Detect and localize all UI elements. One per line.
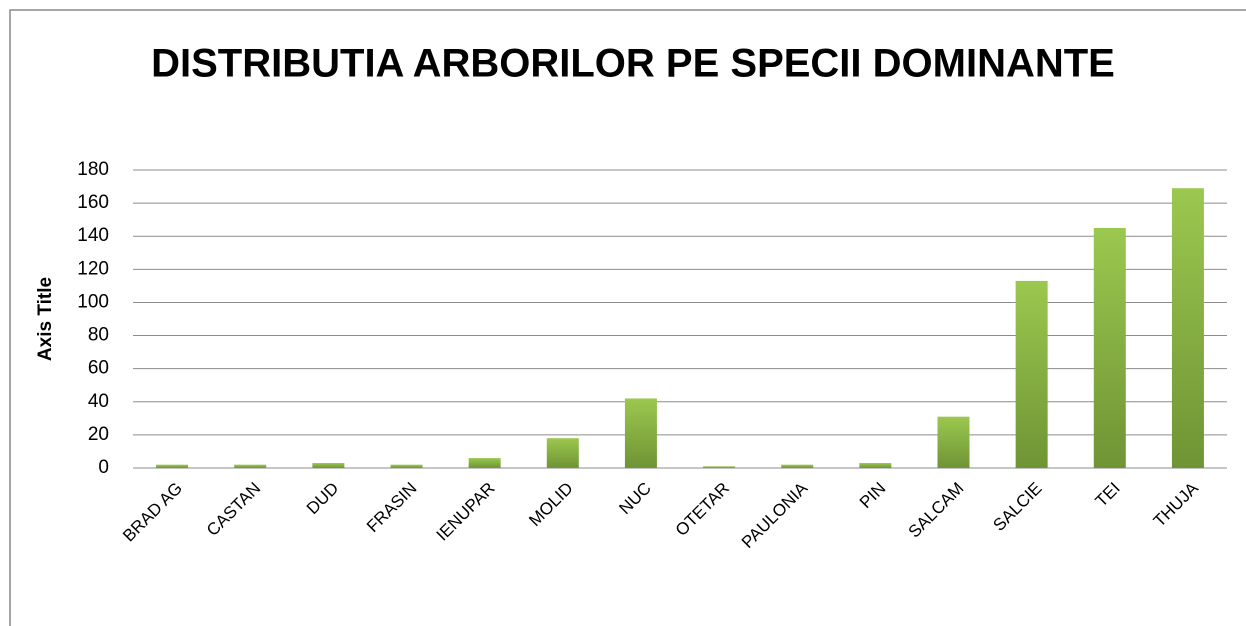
y-tick-label: 60	[88, 358, 109, 379]
bar	[312, 463, 345, 468]
chart-title: DISTRIBUTIA ARBORILOR PE SPECII DOMINANT…	[151, 42, 1115, 86]
x-tick-label: PIN	[856, 479, 889, 512]
bar	[390, 464, 423, 468]
y-tick-label: 20	[88, 424, 109, 445]
x-tick-label: CASTAN	[203, 479, 264, 540]
x-tick-label: MOLID	[525, 479, 577, 531]
x-tick-label: TEI	[1092, 479, 1124, 511]
x-tick-label: OTETAR	[672, 479, 733, 540]
y-tick-label: 80	[88, 325, 109, 346]
bar	[1015, 280, 1048, 468]
y-tick-label: 120	[77, 258, 109, 279]
x-tick-label: BRAD AG	[119, 479, 186, 546]
x-tick-label: FRASIN	[363, 479, 421, 537]
x-tick-label: DUD	[303, 479, 342, 518]
bar	[937, 416, 970, 468]
frame	[9, 9, 1246, 626]
bar	[1171, 188, 1204, 468]
bar	[156, 464, 189, 468]
y-axis-title: Axis Title	[35, 277, 56, 361]
bar	[859, 463, 892, 468]
bar	[781, 464, 814, 468]
bar	[546, 438, 579, 468]
y-tick-label: 160	[77, 192, 109, 213]
y-tick-label: 0	[98, 457, 109, 478]
y-tick-label: 140	[77, 225, 109, 246]
bar	[1093, 227, 1126, 468]
x-tick-label: IENUPAR	[433, 479, 499, 545]
y-tick-label: 180	[77, 159, 109, 180]
x-tick-label: NUC	[615, 479, 654, 518]
x-tick-label: PAULONIA	[738, 478, 812, 552]
x-tick-label: SALCIE	[989, 479, 1045, 535]
x-tick-label: SALCAM	[905, 479, 968, 542]
bar	[234, 464, 267, 468]
bar	[624, 398, 657, 468]
x-tick-label: THUJA	[1150, 478, 1203, 531]
y-tick-label: 40	[88, 391, 109, 412]
bar	[703, 466, 736, 468]
bar	[468, 458, 501, 468]
y-tick-label: 100	[77, 291, 109, 312]
